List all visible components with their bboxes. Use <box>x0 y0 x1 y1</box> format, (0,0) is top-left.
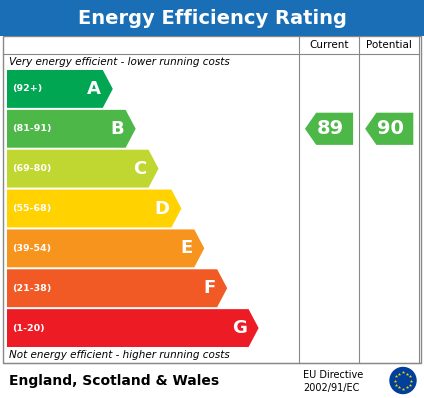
Text: Not energy efficient - higher running costs: Not energy efficient - higher running co… <box>9 350 230 360</box>
Bar <box>0 0 424 36</box>
Text: 89: 89 <box>317 119 344 138</box>
Text: F: F <box>203 279 215 297</box>
Text: (92+): (92+) <box>12 84 42 94</box>
Text: B: B <box>110 120 124 138</box>
Text: (39-54): (39-54) <box>12 244 51 253</box>
Polygon shape <box>7 269 227 307</box>
Text: E: E <box>180 239 192 258</box>
Text: D: D <box>154 199 170 217</box>
Text: (55-68): (55-68) <box>12 204 51 213</box>
Polygon shape <box>7 229 204 267</box>
Polygon shape <box>7 150 159 187</box>
Polygon shape <box>365 113 413 145</box>
Circle shape <box>390 367 416 394</box>
Text: A: A <box>87 80 101 98</box>
Polygon shape <box>305 113 353 145</box>
Text: (1-20): (1-20) <box>12 324 45 333</box>
Text: (69-80): (69-80) <box>12 164 51 173</box>
Text: C: C <box>133 160 147 178</box>
Polygon shape <box>7 309 259 347</box>
Text: England, Scotland & Wales: England, Scotland & Wales <box>9 373 219 388</box>
Text: EU Directive: EU Directive <box>303 370 363 380</box>
Text: Very energy efficient - lower running costs: Very energy efficient - lower running co… <box>9 57 230 67</box>
Text: (21-38): (21-38) <box>12 284 51 293</box>
Polygon shape <box>7 110 136 148</box>
Polygon shape <box>7 70 113 108</box>
Text: Current: Current <box>309 40 349 50</box>
Polygon shape <box>7 189 181 227</box>
Text: (81-91): (81-91) <box>12 124 51 133</box>
Text: 2002/91/EC: 2002/91/EC <box>303 382 359 392</box>
Text: 90: 90 <box>377 119 404 138</box>
Text: Energy Efficiency Rating: Energy Efficiency Rating <box>78 8 346 27</box>
Text: Potential: Potential <box>366 40 412 50</box>
Bar <box>3 36 421 363</box>
Text: G: G <box>232 319 247 337</box>
